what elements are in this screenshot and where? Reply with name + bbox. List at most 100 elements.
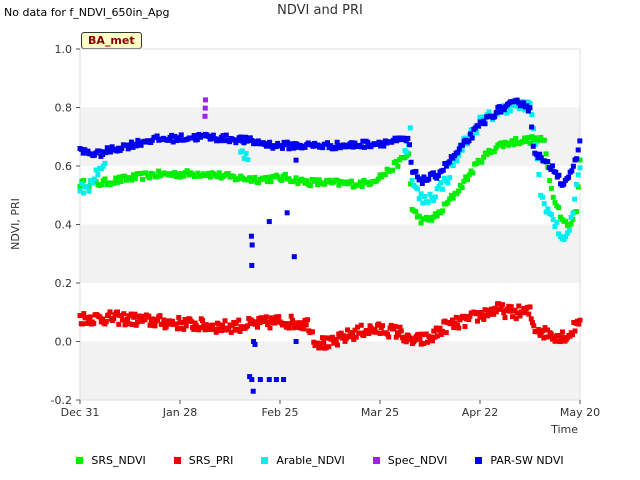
data-point xyxy=(466,172,472,178)
data-point xyxy=(268,179,274,185)
data-point xyxy=(131,172,137,178)
data-point xyxy=(392,323,398,329)
data-point xyxy=(267,325,273,331)
data-point xyxy=(450,163,456,169)
data-point xyxy=(486,312,492,318)
data-point xyxy=(267,139,273,145)
data-point xyxy=(456,146,462,152)
data-point xyxy=(247,135,253,141)
data-point xyxy=(87,314,93,320)
data-point xyxy=(113,175,119,181)
data-point xyxy=(521,100,527,106)
legend-label: SRS_NDVI xyxy=(91,454,146,467)
data-point xyxy=(456,188,462,194)
data-point xyxy=(418,176,424,182)
x-tick-label: Apr 22 xyxy=(462,406,499,419)
data-point xyxy=(241,155,247,161)
data-point xyxy=(191,133,197,139)
data-point xyxy=(248,233,254,239)
data-point xyxy=(459,185,465,191)
y-tick-label: 0.8 xyxy=(55,102,73,115)
background-band xyxy=(80,224,580,283)
data-point xyxy=(437,325,443,331)
y-tick-label: 0.6 xyxy=(55,160,73,173)
data-point xyxy=(237,328,243,334)
data-point xyxy=(175,171,181,177)
data-point xyxy=(333,146,339,152)
data-point xyxy=(460,142,465,148)
data-point xyxy=(430,338,435,344)
data-point xyxy=(175,326,180,332)
data-point xyxy=(172,170,178,176)
data-point xyxy=(102,160,108,166)
data-point xyxy=(450,317,455,323)
data-point xyxy=(532,135,538,141)
data-point xyxy=(165,137,171,143)
data-point xyxy=(538,134,544,140)
data-point xyxy=(522,107,528,113)
data-point xyxy=(115,179,120,185)
data-point xyxy=(375,176,381,182)
data-point xyxy=(535,155,541,161)
data-point xyxy=(358,144,364,150)
data-point xyxy=(77,313,83,319)
data-point xyxy=(450,195,456,201)
data-point xyxy=(123,177,129,183)
data-point xyxy=(342,338,348,344)
data-point xyxy=(577,138,583,144)
data-point xyxy=(130,321,135,327)
data-point xyxy=(127,142,133,148)
data-point xyxy=(556,205,562,211)
data-point xyxy=(103,150,109,156)
data-point xyxy=(530,143,536,149)
data-point xyxy=(442,161,448,167)
data-point xyxy=(385,331,390,337)
data-point xyxy=(257,377,263,383)
data-point xyxy=(572,196,578,202)
data-point xyxy=(82,147,88,153)
data-point xyxy=(496,104,502,110)
data-point xyxy=(176,314,182,320)
data-point xyxy=(556,231,562,237)
data-point xyxy=(441,175,447,181)
data-point xyxy=(247,175,253,181)
data-point xyxy=(200,318,205,324)
data-point xyxy=(525,108,531,114)
data-point xyxy=(438,332,444,338)
data-point xyxy=(85,320,90,326)
data-point xyxy=(81,190,87,196)
data-point xyxy=(240,148,245,154)
data-point xyxy=(251,339,257,344)
data-point xyxy=(408,159,414,165)
data-point xyxy=(304,178,310,184)
data-point xyxy=(434,175,440,181)
data-point xyxy=(379,140,385,146)
data-point xyxy=(423,214,429,220)
data-point xyxy=(138,171,144,177)
data-point xyxy=(513,316,519,322)
data-point xyxy=(573,181,579,187)
data-point xyxy=(81,177,87,183)
data-point xyxy=(545,159,551,165)
data-point xyxy=(413,168,419,174)
data-point xyxy=(300,177,306,183)
data-point xyxy=(577,157,583,163)
data-point xyxy=(360,138,366,144)
data-point xyxy=(231,173,237,179)
data-point xyxy=(303,322,309,328)
data-point xyxy=(223,132,229,138)
data-point xyxy=(79,146,85,152)
data-point xyxy=(202,113,208,119)
data-point xyxy=(293,157,299,163)
data-point xyxy=(348,178,354,184)
data-point xyxy=(509,138,515,144)
data-point xyxy=(220,133,226,139)
data-point xyxy=(448,320,454,326)
data-point xyxy=(561,237,567,243)
data-point xyxy=(95,172,101,178)
data-point xyxy=(140,176,145,182)
data-point xyxy=(386,334,392,340)
data-point xyxy=(315,181,320,187)
data-point xyxy=(543,151,549,157)
y-tick-label: 0.4 xyxy=(55,219,73,232)
